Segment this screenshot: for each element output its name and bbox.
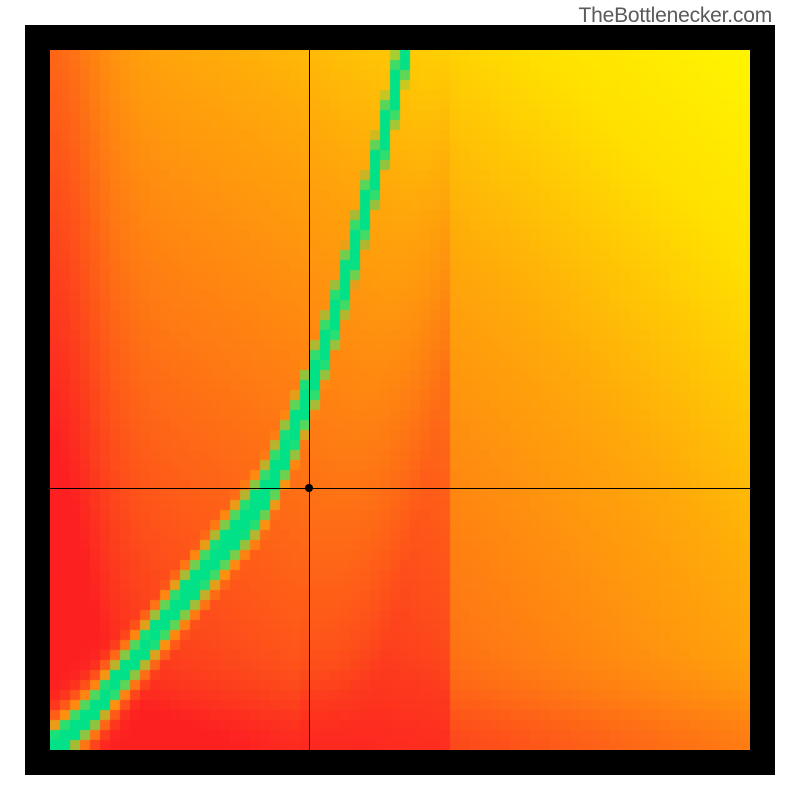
crosshair-vertical <box>309 50 310 750</box>
plot-frame <box>25 25 775 775</box>
crosshair-marker <box>305 484 313 492</box>
bottleneck-heatmap <box>50 50 750 750</box>
plot-inner <box>50 50 750 750</box>
crosshair-horizontal <box>50 488 750 489</box>
